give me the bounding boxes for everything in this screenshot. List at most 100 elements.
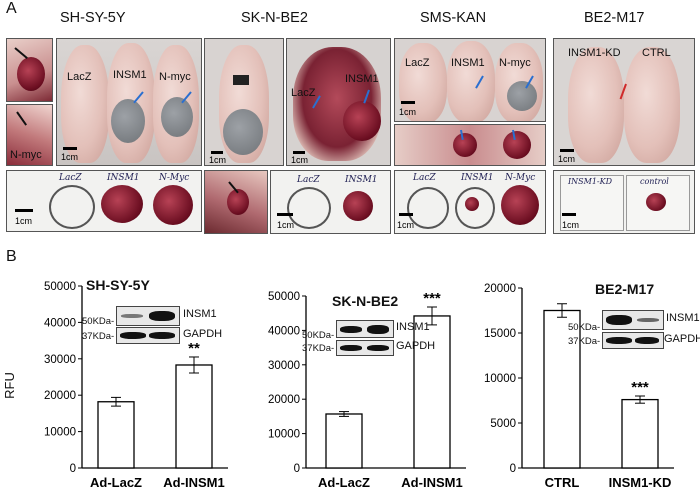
panel-a-label: A — [6, 0, 17, 17]
empty-circle — [287, 187, 331, 229]
tumor — [227, 189, 249, 215]
significance-label: *** — [423, 290, 441, 307]
significance-label: *** — [631, 379, 649, 396]
blot-label-gapdh: GAPDH — [664, 333, 700, 345]
mouse — [447, 41, 495, 121]
blot-band — [120, 332, 146, 339]
tumor — [111, 99, 145, 143]
tumor — [343, 101, 381, 141]
paper-sheet — [626, 175, 690, 231]
scale-bar — [293, 151, 305, 154]
tumor — [507, 81, 537, 111]
blot-label-gapdh: GAPDH — [396, 340, 436, 352]
scale-label: 1cm — [277, 220, 295, 230]
tube-label: LacZ — [59, 173, 82, 183]
tumor — [646, 193, 666, 211]
scale-bar — [211, 151, 223, 154]
bar-chart-be2-m17: 0 5000 10000 15000 20000 CTRL INSM1-KD *** — [484, 283, 674, 490]
mouse-label-lacz: LacZ — [291, 87, 316, 99]
tumor — [101, 185, 143, 223]
tumor — [453, 133, 477, 157]
bar-chart-sh-sy-5y: 0 10000 20000 30000 40000 50000 Ad-LacZ Ad-INSM… — [44, 281, 228, 490]
photo-m17-mice: INSM1-KD CTRL 1cm — [553, 38, 695, 166]
mouse-label-insm1-kd: INSM1-KD — [568, 47, 621, 59]
blot-band — [340, 326, 362, 333]
blot-band — [367, 345, 389, 351]
scale-bar — [15, 209, 33, 212]
mouse-label-n-myc: N-myc — [499, 57, 531, 69]
scale-bar — [562, 213, 576, 216]
mouse — [568, 47, 624, 163]
scale-bar — [277, 213, 293, 216]
paper-sheet — [560, 175, 624, 231]
column-title-be2-m17: BE2-M17 — [584, 10, 645, 26]
y-axis-label-rfu: RFU — [1, 372, 17, 399]
photo-kan-dissected — [394, 124, 546, 166]
significance-label: ** — [188, 340, 200, 357]
tube-label: control — [640, 177, 669, 186]
western-blot-gapdh — [602, 332, 664, 349]
chart-title-sk-n-be2: SK-N-BE2 — [332, 293, 399, 309]
tube-label: LacZ — [413, 173, 436, 183]
scale-bar — [560, 149, 574, 152]
photo-sh-inset-bottom: N-myc — [6, 104, 53, 166]
photo-m17-tumors: INSM1-KD control 1cm — [553, 170, 695, 234]
y-tick-label: 15000 — [484, 328, 516, 340]
x-category-label: Ad-LacZ — [90, 475, 142, 490]
y-tick-label: 20000 — [484, 283, 516, 295]
y-tick-label: 0 — [294, 463, 300, 475]
column-title-sk-n-be2: SK-N-BE2 — [241, 10, 308, 26]
scale-label: 1cm — [15, 216, 33, 226]
blot-band — [340, 345, 362, 351]
y-tick-label: 20000 — [44, 390, 76, 402]
blot-band — [149, 332, 175, 339]
scale-label: 1cm — [61, 152, 79, 162]
tumor — [17, 57, 45, 91]
mouse-label-lacz: LacZ — [405, 57, 430, 69]
y-tick-label: 40000 — [44, 317, 76, 329]
western-blot-gapdh — [116, 327, 180, 344]
western-blot-insm1 — [116, 306, 180, 326]
column-title-sms-kan: SMS-KAN — [420, 10, 487, 26]
tube-label: LacZ — [297, 175, 320, 185]
blot-band — [149, 311, 175, 321]
column-title-sh-sy-5y: SH-SY-5Y — [60, 10, 126, 26]
bar-ad-lacz — [325, 413, 363, 469]
mouse — [399, 43, 447, 121]
mouse-label-lacz: LacZ — [67, 71, 92, 83]
arrow-icon — [14, 47, 28, 60]
scale-label: 1cm — [562, 220, 580, 230]
empty-circle — [455, 187, 495, 229]
photo-sk-tumors: LacZ INSM1 1cm — [270, 170, 391, 234]
panel-b-label: B — [6, 248, 17, 265]
y-tick-label: 20000 — [268, 394, 300, 406]
tube-label: INSM1-KD — [568, 177, 613, 186]
tumor — [465, 197, 479, 211]
scale-bar — [63, 147, 77, 150]
blot-band — [606, 337, 632, 344]
scale-bar — [401, 101, 415, 104]
tumor — [343, 191, 373, 221]
empty-circle — [49, 185, 95, 229]
chart-title-sh-sy-5y: SH-SY-5Y — [86, 277, 150, 293]
x-category-label: Ad-INSM1 — [401, 475, 462, 490]
x-category-label: Ad-LacZ — [318, 475, 370, 490]
x-category-label: Ad-INSM1 — [163, 475, 224, 490]
blot-band — [367, 325, 389, 334]
bar-ad-insm1 — [413, 315, 451, 469]
western-blot-insm1 — [602, 310, 664, 330]
tube-label: INSM1 — [461, 173, 494, 183]
inset-label: N-myc — [10, 149, 42, 161]
kda-37-label: 37KDa- — [568, 336, 601, 347]
western-blot-insm1 — [336, 320, 394, 338]
y-tick-label: 10000 — [44, 427, 76, 439]
scale-label: 1cm — [558, 154, 576, 164]
tumor — [501, 185, 539, 225]
scale-label: 1cm — [209, 155, 227, 165]
photo-sh-mice: LacZ INSM1 N-myc 1cm — [56, 38, 202, 166]
bar-insm1-kd — [621, 398, 659, 469]
kda-50-label: 50KDa- — [568, 322, 601, 333]
kda-50-label: 50KDa- — [302, 330, 335, 341]
mouse — [61, 45, 109, 163]
blot-band — [121, 314, 143, 318]
